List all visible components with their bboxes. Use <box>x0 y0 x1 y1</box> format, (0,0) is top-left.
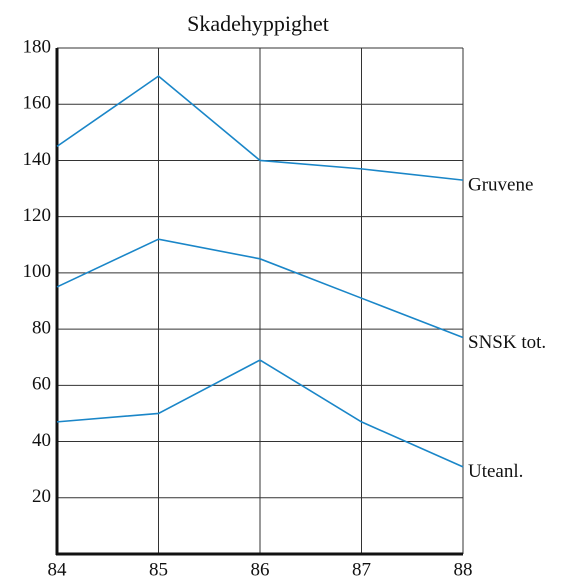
series-label: SNSK tot. <box>468 332 546 353</box>
y-tick-label: 120 <box>23 205 52 226</box>
y-tick-label: 20 <box>32 486 51 507</box>
y-tick-label: 100 <box>23 261 52 282</box>
y-tick-label: 160 <box>23 93 52 114</box>
series-label: Uteanl. <box>468 461 523 482</box>
chart-title: Skadehyppighet <box>187 11 329 36</box>
y-tick-label: 60 <box>32 374 51 395</box>
series-line <box>56 238 464 339</box>
y-tick-label: 140 <box>23 149 52 170</box>
x-tick-label: 86 <box>251 559 270 579</box>
y-tick-label: 40 <box>32 430 51 451</box>
series-line <box>56 75 464 181</box>
y-tick-label: 80 <box>32 317 51 338</box>
x-tick-label: 85 <box>149 559 168 579</box>
x-tick-label: 84 <box>48 559 68 579</box>
series-label: Gruvene <box>468 174 533 195</box>
x-tick-label: 88 <box>454 559 473 579</box>
y-tick-label: 180 <box>23 36 52 57</box>
x-tick-label: 87 <box>352 559 371 579</box>
series-line <box>56 359 464 468</box>
